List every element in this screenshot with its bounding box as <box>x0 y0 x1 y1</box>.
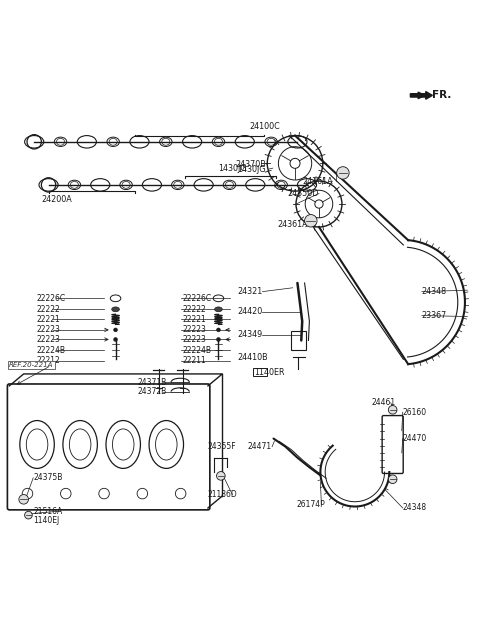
Circle shape <box>216 337 220 341</box>
Circle shape <box>336 166 349 179</box>
Text: 22226C: 22226C <box>36 294 66 303</box>
Text: 1430JG: 1430JG <box>238 165 266 173</box>
Circle shape <box>388 406 397 414</box>
Text: 22224B: 22224B <box>36 346 66 354</box>
Bar <box>253 368 267 377</box>
Ellipse shape <box>215 307 222 311</box>
Circle shape <box>305 215 317 227</box>
Circle shape <box>388 475 397 484</box>
Text: 26160: 26160 <box>403 408 427 417</box>
Text: 24355F: 24355F <box>207 442 236 451</box>
Text: 24200A: 24200A <box>41 195 72 204</box>
Text: 24371B: 24371B <box>137 377 167 387</box>
Text: 22223: 22223 <box>182 335 206 344</box>
Text: 24375B: 24375B <box>33 473 62 482</box>
Text: 23367: 23367 <box>422 311 447 320</box>
Circle shape <box>216 472 225 480</box>
Text: 24420: 24420 <box>238 307 263 316</box>
Text: 22212: 22212 <box>36 356 60 365</box>
Text: 1430JG: 1430JG <box>218 164 247 173</box>
Text: 1140ER: 1140ER <box>254 368 285 377</box>
Text: 22226C: 22226C <box>182 294 212 303</box>
Circle shape <box>216 328 220 332</box>
Circle shape <box>114 337 118 341</box>
Text: 24348: 24348 <box>403 503 427 513</box>
Text: FR.: FR. <box>432 91 452 101</box>
Bar <box>291 331 306 350</box>
Text: REF.20-221A: REF.20-221A <box>9 362 54 368</box>
Text: 24410B: 24410B <box>238 353 268 361</box>
Text: 22224B: 22224B <box>182 346 212 354</box>
Text: 22223: 22223 <box>36 335 60 344</box>
FancyArrow shape <box>410 92 432 99</box>
Text: 24470: 24470 <box>403 434 427 443</box>
Text: 22222: 22222 <box>182 305 206 314</box>
Text: 24350D: 24350D <box>288 189 319 198</box>
Text: 22222: 22222 <box>36 305 60 314</box>
Text: 21516A: 21516A <box>33 507 62 516</box>
Text: 24471: 24471 <box>248 442 272 451</box>
Text: 22211: 22211 <box>182 356 206 365</box>
Text: 26174P: 26174P <box>297 499 325 509</box>
Text: 1140EJ: 1140EJ <box>33 517 60 525</box>
Ellipse shape <box>112 307 120 311</box>
Text: 24100C: 24100C <box>250 122 280 131</box>
Text: 24349: 24349 <box>238 330 263 339</box>
Text: 24461: 24461 <box>372 398 396 407</box>
Text: 24348: 24348 <box>422 287 447 296</box>
Text: 24361A: 24361A <box>277 220 308 229</box>
Circle shape <box>19 494 28 504</box>
Text: 24361A: 24361A <box>303 177 333 185</box>
Circle shape <box>114 328 118 332</box>
Text: 24372B: 24372B <box>137 387 167 396</box>
Text: 22221: 22221 <box>182 315 206 324</box>
Circle shape <box>24 511 32 519</box>
Text: 24370B: 24370B <box>235 160 266 169</box>
Text: 22223: 22223 <box>182 325 206 334</box>
Text: 24321: 24321 <box>238 287 263 296</box>
Text: 22223: 22223 <box>36 325 60 334</box>
Text: 21186D: 21186D <box>207 490 237 499</box>
Text: 22221: 22221 <box>36 315 60 324</box>
